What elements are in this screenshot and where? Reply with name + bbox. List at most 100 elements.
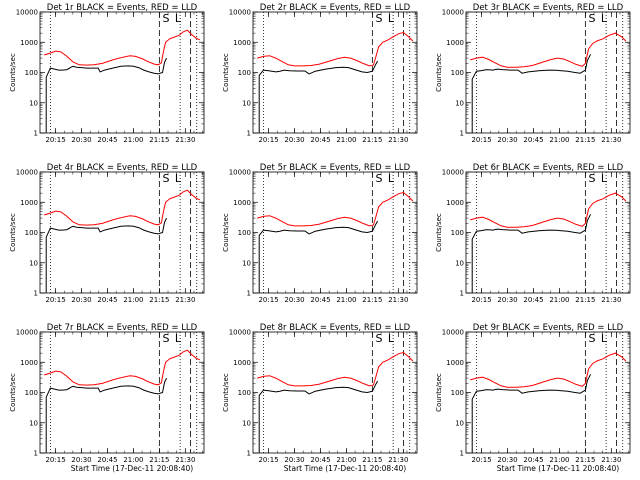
y-tick-label: 10 — [455, 99, 464, 107]
y-tick-label: 10 — [242, 419, 251, 427]
lld-series-line — [470, 352, 627, 388]
x-tick-label: 21:00 — [549, 456, 569, 464]
plot-frame — [252, 11, 418, 134]
lld-series-line — [257, 191, 414, 227]
y-tick-label: 1 — [34, 450, 38, 458]
y-tick-label: 1000 — [233, 39, 251, 47]
lld-series-line — [257, 31, 414, 67]
lld-series-line — [44, 349, 201, 386]
panel-title: Det 8r BLACK = Events, RED = LLD — [260, 323, 411, 333]
y-tick-label: 1 — [247, 450, 251, 458]
y-tick-label: 1 — [34, 290, 38, 298]
y-tick-label: 10000 — [16, 329, 38, 337]
annotation-l: L — [388, 172, 395, 185]
events-series-line — [45, 217, 168, 293]
y-axis-label: Counts/sec — [222, 373, 230, 412]
y-tick-label: 10000 — [16, 169, 38, 177]
y-axis-label: Counts/sec — [435, 373, 443, 412]
y-tick-label: 10 — [242, 99, 251, 107]
x-tick-label: 21:30 — [388, 136, 408, 144]
panel-4: Det 4r BLACK = Events, RED = LLD 1 10 100 10… — [9, 163, 205, 304]
plot-frame — [252, 171, 418, 294]
x-tick-label: 20:15 — [45, 136, 65, 144]
x-tick-label: 21:15 — [149, 136, 169, 144]
x-tick-label: 21:15 — [362, 136, 382, 144]
x-tick-label: 21:00 — [336, 136, 356, 144]
x-tick-label: 21:30 — [601, 296, 621, 304]
lld-series-line — [44, 29, 201, 66]
annotation-l: L — [175, 332, 182, 345]
plot-frame — [39, 171, 205, 294]
panel-title: Det 6r BLACK = Events, RED = LLD — [473, 163, 624, 173]
panel-5: Det 5r BLACK = Events, RED = LLD 1 10 100 10… — [222, 163, 418, 304]
y-tick-label: 10 — [455, 259, 464, 267]
x-tick-label: 20:30 — [497, 296, 517, 304]
y-tick-label: 10 — [242, 259, 251, 267]
x-tick-label: 21:30 — [601, 136, 621, 144]
annotation-l: L — [388, 332, 395, 345]
y-tick-label: 10000 — [442, 329, 464, 337]
y-tick-label: 10000 — [442, 169, 464, 177]
plot-frame — [39, 11, 205, 134]
x-tick-label: 20:45 — [523, 456, 543, 464]
x-tick-label: 20:45 — [310, 456, 330, 464]
x-tick-label: 20:15 — [471, 136, 491, 144]
panel-title: Det 2r BLACK = Events, RED = LLD — [260, 3, 411, 13]
x-tick-label: 20:45 — [97, 456, 117, 464]
y-tick-label: 1 — [34, 130, 38, 138]
x-tick-label: 20:45 — [310, 136, 330, 144]
x-tick-label: 20:30 — [284, 456, 304, 464]
lld-series-line — [44, 189, 201, 226]
y-axis-label: Counts/sec — [222, 213, 230, 252]
annotation-l: L — [601, 12, 608, 25]
x-tick-label: 20:30 — [284, 296, 304, 304]
y-tick-label: 1000 — [20, 359, 38, 367]
y-tick-label: 100 — [451, 69, 464, 77]
lld-series-line — [470, 32, 627, 68]
y-tick-label: 10000 — [442, 9, 464, 17]
x-tick-label: 21:00 — [123, 136, 143, 144]
annotation-l: L — [601, 172, 608, 185]
x-tick-label: 21:00 — [549, 296, 569, 304]
annotation-s: S — [588, 12, 595, 25]
panel-title: Det 4r BLACK = Events, RED = LLD — [47, 163, 198, 173]
y-axis-label: Counts/sec — [435, 53, 443, 92]
y-tick-label: 100 — [238, 389, 251, 397]
annotation-l: L — [601, 332, 608, 345]
events-series-line — [45, 57, 168, 133]
x-tick-label: 20:30 — [284, 136, 304, 144]
panel-6: Det 6r BLACK = Events, RED = LLD 1 10 100 10… — [435, 163, 631, 304]
panel-title: Det 1r BLACK = Events, RED = LLD — [47, 3, 198, 13]
x-axis-label: Start Time (17-Dec-11 20:08:40) — [284, 464, 406, 473]
x-tick-label: 20:45 — [523, 136, 543, 144]
y-tick-label: 100 — [25, 389, 38, 397]
x-tick-label: 21:00 — [123, 296, 143, 304]
x-tick-label: 20:30 — [71, 456, 91, 464]
annotation-s: S — [162, 332, 169, 345]
x-tick-label: 21:30 — [175, 136, 195, 144]
plot-frame — [465, 171, 631, 294]
annotation-l: L — [175, 172, 182, 185]
y-tick-label: 1 — [247, 130, 251, 138]
annotation-s: S — [588, 332, 595, 345]
y-tick-label: 1000 — [446, 359, 464, 367]
annotation-s: S — [375, 172, 382, 185]
y-tick-label: 1000 — [233, 359, 251, 367]
x-tick-label: 21:30 — [175, 296, 195, 304]
x-tick-label: 21:00 — [549, 136, 569, 144]
events-series-line — [471, 54, 592, 133]
x-tick-label: 20:45 — [97, 136, 117, 144]
y-tick-label: 1 — [247, 290, 251, 298]
y-tick-label: 100 — [238, 69, 251, 77]
events-series-line — [258, 60, 379, 133]
y-tick-label: 100 — [25, 229, 38, 237]
x-tick-label: 21:15 — [362, 296, 382, 304]
panel-1: Det 1r BLACK = Events, RED = LLD 1 10 100 10… — [9, 3, 205, 144]
x-axis-label: Start Time (17-Dec-11 20:08:40) — [71, 464, 193, 473]
panel-2: Det 2r BLACK = Events, RED = LLD 1 10 100 10… — [222, 3, 418, 144]
plot-frame — [465, 11, 631, 134]
panel-9: Det 9r BLACK = Events, RED = LLD 1 10 100 10… — [435, 323, 631, 473]
events-series-line — [258, 380, 379, 453]
lld-series-line — [470, 192, 627, 228]
x-tick-label: 21:15 — [575, 136, 595, 144]
